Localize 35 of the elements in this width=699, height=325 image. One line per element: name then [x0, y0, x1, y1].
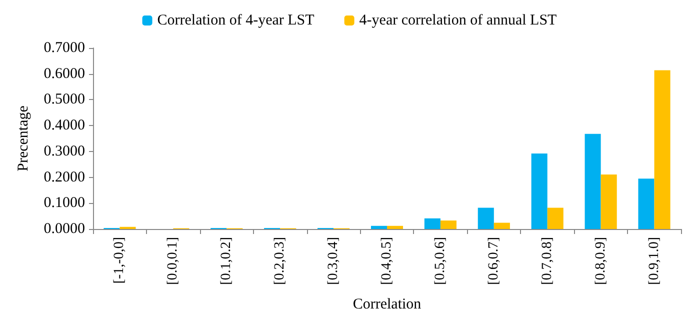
- x-tick-label: [0.1,0.2]: [219, 237, 234, 285]
- bar: [370, 226, 387, 229]
- y-tick-label: 0.5000: [44, 92, 85, 108]
- legend-label: 4-year correlation of annual LST: [359, 12, 557, 28]
- bar: [478, 208, 494, 229]
- x-tick-label: [0.2,0.3]: [272, 237, 288, 285]
- x-tick-label: [0.3,0.4]: [326, 237, 342, 285]
- x-tick-label: [0.6,0.7]: [486, 237, 502, 285]
- y-tick-label: 0.2000: [44, 169, 85, 186]
- bar: [440, 220, 456, 229]
- legend-label: Correlation of 4-year LST: [157, 12, 314, 28]
- bar: [424, 218, 440, 229]
- x-axis-title: Correlation: [352, 296, 422, 312]
- y-tick-label: 0.4000: [44, 118, 85, 134]
- x-tick-label: [0.4,0.5]: [380, 237, 394, 285]
- x-tick-label: [0.0,0.1]: [166, 237, 181, 285]
- x-tick-label: [0.7,0.8]: [540, 237, 555, 285]
- x-tick-label: [0.5,0.6]: [432, 237, 448, 285]
- bar: [638, 178, 654, 229]
- bar: [600, 174, 617, 229]
- bar: [547, 208, 564, 229]
- bar: [584, 134, 601, 229]
- y-tick-label: 0.0000: [44, 221, 85, 237]
- x-tick-label: [0.8,0.9]: [593, 237, 608, 285]
- y-tick-label: 0.6000: [44, 66, 85, 82]
- x-tick-label: [-1,-0,0]: [112, 237, 128, 284]
- bar: [531, 153, 548, 229]
- bar: [494, 222, 510, 229]
- y-axis-title: Precentage: [16, 105, 32, 172]
- x-tick-label: [0.9,1.0]: [646, 237, 662, 285]
- bar: [387, 226, 404, 229]
- y-tick-label: 0.7000: [44, 40, 85, 56]
- y-tick-label: 0.1000: [44, 195, 85, 212]
- y-tick-label: 0.3000: [44, 143, 85, 160]
- bar: [654, 70, 670, 229]
